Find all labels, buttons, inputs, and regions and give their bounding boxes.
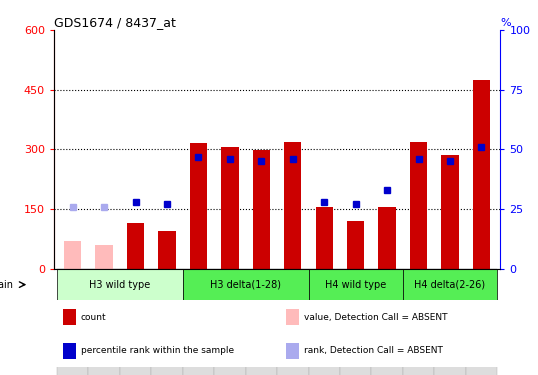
Bar <box>316 207 333 269</box>
Text: strain: strain <box>0 280 13 290</box>
Bar <box>151 269 183 375</box>
Text: GDS1674 / 8437_at: GDS1674 / 8437_at <box>54 16 176 29</box>
Bar <box>63 309 76 325</box>
Bar <box>403 269 434 375</box>
Bar <box>183 269 308 300</box>
Bar <box>466 269 497 375</box>
Text: percentile rank within the sample: percentile rank within the sample <box>81 346 233 355</box>
Text: %: % <box>500 18 511 28</box>
Bar <box>473 80 490 269</box>
Bar <box>214 269 246 375</box>
Bar <box>403 269 497 300</box>
Bar <box>340 269 371 375</box>
Bar <box>308 269 340 375</box>
Bar <box>120 269 151 375</box>
Bar <box>284 142 301 269</box>
Bar <box>434 269 466 375</box>
Text: rank, Detection Call = ABSENT: rank, Detection Call = ABSENT <box>304 346 443 355</box>
Bar <box>286 309 300 325</box>
Text: value, Detection Call = ABSENT: value, Detection Call = ABSENT <box>304 313 448 322</box>
Bar <box>64 241 81 269</box>
Bar <box>308 269 403 300</box>
Text: H4 delta(2-26): H4 delta(2-26) <box>414 280 486 290</box>
Bar <box>441 156 459 269</box>
Bar <box>253 150 270 269</box>
Bar <box>286 343 300 359</box>
Text: count: count <box>81 313 106 322</box>
Text: H3 wild type: H3 wild type <box>89 280 151 290</box>
Bar <box>379 207 396 269</box>
Bar <box>158 231 175 269</box>
Bar <box>410 141 427 269</box>
Bar <box>183 269 214 375</box>
Text: H3 delta(1-28): H3 delta(1-28) <box>210 280 281 290</box>
Bar <box>190 144 207 269</box>
Bar <box>347 221 364 269</box>
Bar <box>57 269 88 375</box>
Text: H4 wild type: H4 wild type <box>325 280 386 290</box>
Bar <box>57 269 183 300</box>
Bar <box>63 343 76 359</box>
Bar <box>221 147 238 269</box>
Bar <box>127 223 144 269</box>
Bar <box>371 269 403 375</box>
Bar <box>246 269 277 375</box>
Bar <box>277 269 308 375</box>
Bar <box>88 269 120 375</box>
Bar <box>95 245 113 269</box>
